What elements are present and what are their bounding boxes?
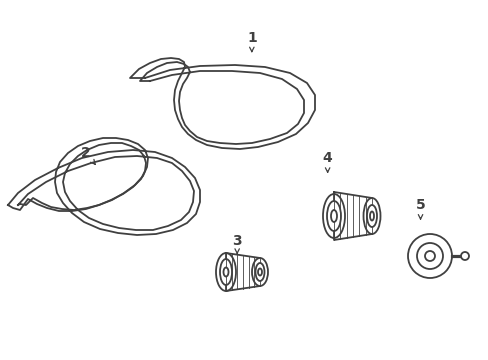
Polygon shape (333, 192, 371, 240)
Ellipse shape (330, 210, 336, 222)
Ellipse shape (255, 263, 264, 281)
Circle shape (460, 252, 468, 260)
Circle shape (416, 243, 442, 269)
Ellipse shape (369, 211, 373, 220)
Ellipse shape (223, 267, 228, 276)
Ellipse shape (363, 198, 380, 234)
Ellipse shape (251, 258, 267, 286)
Circle shape (407, 234, 451, 278)
Ellipse shape (323, 194, 345, 238)
Text: 2: 2 (81, 146, 95, 165)
Ellipse shape (366, 205, 376, 227)
Text: 5: 5 (415, 198, 425, 219)
Text: 4: 4 (322, 152, 332, 172)
Ellipse shape (326, 201, 340, 231)
Text: 3: 3 (232, 234, 242, 254)
Polygon shape (225, 253, 260, 291)
Ellipse shape (258, 269, 262, 275)
Text: 1: 1 (246, 31, 256, 51)
Ellipse shape (220, 259, 231, 285)
Circle shape (424, 251, 434, 261)
Ellipse shape (216, 253, 236, 291)
